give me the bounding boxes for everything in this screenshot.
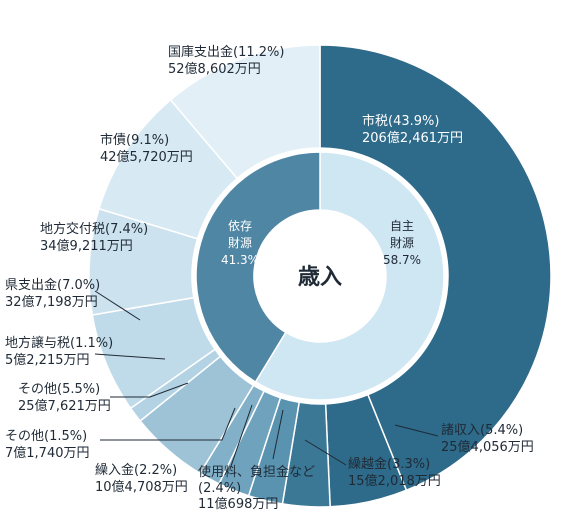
outer-label-amount-7: 5億2,215万円: [5, 352, 90, 368]
outer-label-name-9: 地方交付税(7.4%): [40, 221, 148, 237]
outer-label-amount-3: 11億698万円: [198, 496, 278, 512]
outer-label-2: 繰越金(3.3%)15億2,018万円: [304, 439, 441, 489]
outer-label-name-7: 地方譲与税(1.1%): [5, 335, 113, 351]
outer-label-name-2: 繰越金(3.3%): [348, 456, 430, 472]
outer-label-name-8: 県支出金(7.0%): [5, 277, 100, 293]
outer-label-name-6: その他(5.5%): [18, 382, 100, 397]
outer-label-10: 市債(9.1%)42億5,720万円: [100, 132, 193, 165]
outer-label-4: 繰入金(2.2%)10億4,708万円: [95, 404, 253, 495]
outer-label-amount-8: 32億7,198万円: [5, 294, 98, 310]
outer-label-0: 市税(43.9%)206億2,461万円: [362, 113, 463, 146]
outer-label-1: 諸収入(5.4%)25億4,056万円: [394, 422, 534, 455]
outer-label-name-1: 諸収入(5.4%): [441, 422, 523, 438]
outer-label-amount-2: 15億2,018万円: [348, 473, 441, 489]
outer-label-amount-6: 25億7,621万円: [18, 398, 111, 414]
svg-text:依存: 依存: [228, 218, 252, 233]
outer-label-name-0: 市税(43.9%): [362, 113, 439, 129]
outer-label-8: 県支出金(7.0%)32億7,198万円: [5, 277, 141, 321]
outer-label-amount-4: 10億4,708万円: [95, 479, 188, 495]
outer-label-3: 使用料、負担金など(2.4%)11億698万円: [198, 409, 315, 512]
inner-slice-1: [195, 151, 321, 383]
inner-slice-0: [254, 151, 445, 401]
outer-label-amount-9: 34億9,211万円: [40, 238, 133, 254]
outer-label-amount-10: 42億5,720万円: [100, 149, 193, 165]
outer-label-7: 地方譲与税(1.1%)5億2,215万円: [5, 335, 166, 368]
outer-slice-11: [169, 44, 321, 180]
outer-slice-0: [319, 44, 552, 492]
outer-label-9: 地方交付税(7.4%)34億9,211万円: [40, 221, 148, 254]
outer-label-amount-5: 7億1,740万円: [5, 445, 90, 461]
outer-label-name-4: 繰入金(2.2%): [95, 462, 177, 478]
outer-label-pct-3: (2.4%): [198, 481, 241, 496]
outer-label-6: その他(5.5%)25億7,621万円: [18, 382, 189, 414]
outer-label-name-10: 市債(9.1%): [100, 132, 169, 148]
outer-label-amount-1: 25億4,056万円: [441, 439, 534, 455]
outer-label-amount-11: 52億8,602万円: [168, 61, 261, 77]
outer-label-name-11: 国庫支出金(11.2%): [168, 44, 284, 60]
svg-text:財源: 財源: [390, 235, 414, 250]
outer-label-name-3: 使用料、負担金など: [198, 464, 315, 480]
outer-label-amount-0: 206億2,461万円: [362, 130, 463, 146]
outer-label-11: 国庫支出金(11.2%)52億8,602万円: [168, 44, 284, 77]
svg-text:58.7%: 58.7%: [383, 253, 421, 267]
svg-text:財源: 財源: [228, 235, 252, 250]
svg-text:自主: 自主: [390, 219, 414, 233]
svg-text:41.3%: 41.3%: [221, 253, 259, 267]
outer-label-5: その他(1.5%)7億1,740万円: [5, 407, 236, 461]
outer-label-name-5: その他(1.5%): [5, 429, 87, 444]
center-label: 歳入: [298, 265, 342, 290]
